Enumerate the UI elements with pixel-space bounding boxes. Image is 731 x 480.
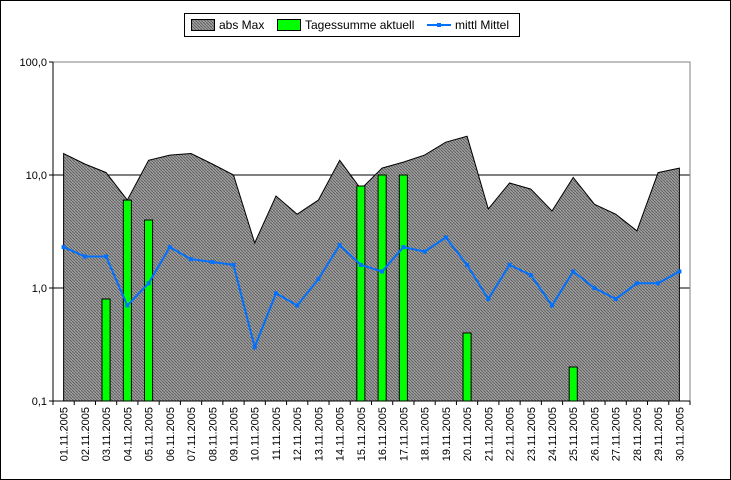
point-mittl-mittel-21.11.2005 — [486, 297, 491, 301]
line-mittl-mittel — [63, 236, 680, 351]
point-mittl-mittel-26.11.2005 — [592, 286, 597, 290]
point-mittl-mittel-13.11.2005 — [316, 277, 321, 282]
bar-tagessumme-17.11.2005 — [398, 174, 408, 402]
bar-tagessumme-03.11.2005 — [101, 298, 111, 402]
x-tick-label-04.11.2005: 04.11.2005 — [122, 407, 134, 461]
point-mittl-mittel-02.11.2005 — [82, 254, 87, 259]
bar-tagessumme-15.11.2005 — [356, 185, 366, 402]
legend: abs Max Tagessumme aktuell mittl Mittel — [184, 13, 520, 37]
point-mittl-mittel-29.11.2005 — [656, 281, 661, 286]
x-tick-label-25.11.2005: 25.11.2005 — [568, 407, 580, 461]
x-tick-label-03.11.2005: 03.11.2005 — [101, 407, 113, 461]
x-tick-label-20.11.2005: 20.11.2005 — [462, 407, 474, 461]
point-mittl-mittel-20.11.2005 — [465, 262, 470, 267]
legend-item-mittl-mittel: mittl Mittel — [427, 17, 509, 33]
x-tick-label-24.11.2005: 24.11.2005 — [547, 407, 559, 461]
legend-label-abs-max: abs Max — [219, 18, 265, 32]
legend-label-mittl-mittel: mittl Mittel — [455, 18, 509, 32]
x-tick-label-18.11.2005: 18.11.2005 — [420, 407, 432, 461]
x-tick-label-17.11.2005: 17.11.2005 — [398, 407, 410, 461]
x-tick-label-11.11.2005: 11.11.2005 — [271, 407, 283, 460]
point-mittl-mittel-14.11.2005 — [337, 243, 342, 247]
x-tick-label-15.11.2005: 15.11.2005 — [356, 407, 368, 461]
y-tick-label-3: 100,0 — [19, 57, 47, 69]
x-tick-label-21.11.2005: 21.11.2005 — [483, 407, 495, 461]
x-tick-label-23.11.2005: 23.11.2005 — [526, 407, 538, 461]
x-tick-label-27.11.2005: 27.11.2005 — [611, 407, 623, 461]
legend-swatch-mittl-mittel — [427, 23, 451, 27]
legend-swatch-tagessumme — [277, 19, 301, 31]
x-tick-label-08.11.2005: 08.11.2005 — [207, 407, 219, 461]
y-tick-label-2: 10,0 — [26, 170, 47, 182]
y-tick-label-0: 0,1 — [32, 396, 47, 408]
point-mittl-mittel-22.11.2005 — [507, 262, 512, 267]
x-tick-label-14.11.2005: 14.11.2005 — [335, 407, 347, 461]
point-mittl-mittel-04.11.2005 — [125, 303, 130, 308]
point-mittl-mittel-30.11.2005 — [677, 269, 682, 274]
point-mittl-mittel-15.11.2005 — [358, 262, 363, 267]
x-tick-label-12.11.2005: 12.11.2005 — [292, 407, 304, 461]
point-mittl-mittel-28.11.2005 — [634, 281, 639, 286]
x-tick-label-22.11.2005: 22.11.2005 — [505, 407, 517, 461]
point-mittl-mittel-27.11.2005 — [613, 297, 618, 301]
x-tick-label-30.11.2005: 30.11.2005 — [674, 407, 686, 461]
x-tick-label-02.11.2005: 02.11.2005 — [80, 407, 92, 461]
legend-item-tagessumme: Tagessumme aktuell — [277, 17, 414, 33]
point-mittl-mittel-23.11.2005 — [528, 273, 533, 278]
x-tick-label-09.11.2005: 09.11.2005 — [228, 407, 240, 461]
point-mittl-mittel-05.11.2005 — [146, 281, 151, 286]
point-mittl-mittel-11.11.2005 — [274, 291, 278, 296]
bar-tagessumme-16.11.2005 — [377, 174, 387, 402]
legend-swatch-abs-max — [191, 19, 215, 31]
bar-tagessumme-05.11.2005 — [144, 219, 154, 402]
x-tick-label-16.11.2005: 16.11.2005 — [377, 407, 389, 461]
x-tick-label-26.11.2005: 26.11.2005 — [589, 407, 601, 461]
bar-tagessumme-25.11.2005 — [568, 366, 578, 402]
point-mittl-mittel-07.11.2005 — [189, 257, 193, 262]
x-tick-label-19.11.2005: 19.11.2005 — [441, 407, 453, 461]
bar-tagessumme-20.11.2005 — [462, 332, 472, 402]
x-tick-label-01.11.2005: 01.11.2005 — [59, 407, 71, 461]
point-mittl-mittel-08.11.2005 — [210, 260, 215, 264]
point-mittl-mittel-09.11.2005 — [231, 262, 236, 267]
point-mittl-mittel-03.11.2005 — [104, 254, 109, 259]
legend-label-tagessumme: Tagessumme aktuell — [305, 18, 415, 32]
point-mittl-mittel-06.11.2005 — [167, 245, 172, 250]
x-tick-label-07.11.2005: 07.11.2005 — [186, 407, 198, 461]
legend-item-abs-max: abs Max — [191, 17, 264, 33]
point-mittl-mittel-24.11.2005 — [550, 303, 554, 308]
x-tick-label-05.11.2005: 05.11.2005 — [144, 407, 156, 461]
x-tick-label-10.11.2005: 10.11.2005 — [250, 407, 262, 461]
x-tick-label-13.11.2005: 13.11.2005 — [313, 407, 325, 461]
point-mittl-mittel-12.11.2005 — [295, 303, 300, 308]
x-tick-label-28.11.2005: 28.11.2005 — [632, 407, 644, 461]
point-mittl-mittel-25.11.2005 — [571, 269, 576, 274]
point-mittl-mittel-01.11.2005 — [61, 245, 66, 250]
point-mittl-mittel-19.11.2005 — [443, 235, 448, 240]
point-mittl-mittel-17.11.2005 — [401, 245, 406, 250]
point-mittl-mittel-10.11.2005 — [252, 345, 257, 350]
x-tick-label-29.11.2005: 29.11.2005 — [653, 407, 665, 461]
y-tick-label-1: 1,0 — [32, 283, 47, 295]
point-mittl-mittel-18.11.2005 — [422, 249, 427, 254]
point-mittl-mittel-16.11.2005 — [380, 269, 385, 274]
x-tick-label-06.11.2005: 06.11.2005 — [165, 407, 177, 461]
